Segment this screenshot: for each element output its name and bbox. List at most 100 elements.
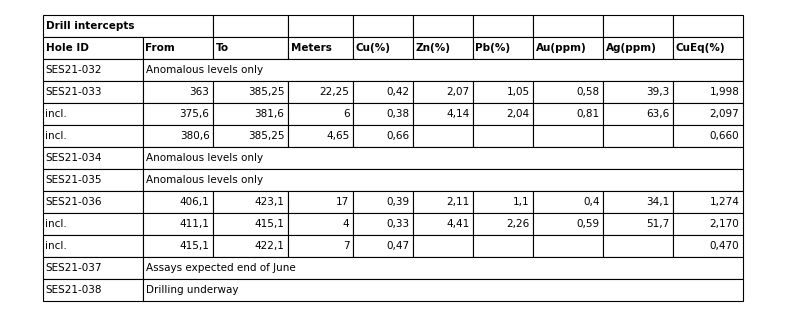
Bar bbox=[143, 279, 743, 301]
Text: From: From bbox=[145, 43, 175, 53]
Text: 385,25: 385,25 bbox=[248, 131, 284, 141]
Bar bbox=[213, 235, 287, 257]
Text: Anomalous levels only: Anomalous levels only bbox=[145, 175, 263, 185]
Text: 411,1: 411,1 bbox=[180, 219, 210, 229]
Bar bbox=[213, 103, 287, 125]
Text: 4,65: 4,65 bbox=[327, 131, 349, 141]
Text: 0,39: 0,39 bbox=[386, 197, 410, 207]
Bar bbox=[287, 81, 352, 103]
Bar bbox=[473, 125, 532, 147]
Text: 0,47: 0,47 bbox=[386, 241, 410, 251]
Bar bbox=[42, 169, 143, 191]
Text: 1,05: 1,05 bbox=[506, 87, 530, 97]
Bar bbox=[673, 103, 743, 125]
Text: 2,07: 2,07 bbox=[447, 87, 469, 97]
Bar bbox=[143, 37, 213, 59]
Text: 363: 363 bbox=[190, 87, 210, 97]
Bar bbox=[352, 213, 412, 235]
Bar bbox=[412, 235, 473, 257]
Bar bbox=[673, 235, 743, 257]
Bar bbox=[287, 103, 352, 125]
Bar bbox=[143, 81, 213, 103]
Text: SES21-034: SES21-034 bbox=[46, 153, 102, 163]
Text: 34,1: 34,1 bbox=[646, 197, 670, 207]
Text: 0,4: 0,4 bbox=[583, 197, 600, 207]
Text: 1,274: 1,274 bbox=[710, 197, 739, 207]
Bar bbox=[673, 213, 743, 235]
Text: 0,470: 0,470 bbox=[710, 241, 739, 251]
Text: incl.: incl. bbox=[46, 131, 68, 141]
Text: 2,097: 2,097 bbox=[710, 109, 739, 119]
Text: incl.: incl. bbox=[46, 219, 68, 229]
Text: 415,1: 415,1 bbox=[180, 241, 210, 251]
Text: 415,1: 415,1 bbox=[254, 219, 284, 229]
Bar bbox=[532, 81, 603, 103]
Bar bbox=[143, 125, 213, 147]
Bar bbox=[287, 191, 352, 213]
Text: 6: 6 bbox=[343, 109, 349, 119]
Text: 375,6: 375,6 bbox=[180, 109, 210, 119]
Bar bbox=[473, 81, 532, 103]
Bar bbox=[412, 103, 473, 125]
Text: 0,33: 0,33 bbox=[386, 219, 410, 229]
Bar bbox=[352, 81, 412, 103]
Text: 0,59: 0,59 bbox=[576, 219, 600, 229]
Bar bbox=[473, 191, 532, 213]
Text: 0,81: 0,81 bbox=[576, 109, 600, 119]
Text: 2,11: 2,11 bbox=[446, 197, 469, 207]
Text: 423,1: 423,1 bbox=[254, 197, 284, 207]
Text: Anomalous levels only: Anomalous levels only bbox=[145, 65, 263, 75]
Text: 51,7: 51,7 bbox=[646, 219, 670, 229]
Text: 380,6: 380,6 bbox=[180, 131, 210, 141]
Bar bbox=[532, 213, 603, 235]
Text: 1,1: 1,1 bbox=[513, 197, 530, 207]
Bar bbox=[287, 213, 352, 235]
Text: 22,25: 22,25 bbox=[319, 87, 349, 97]
Bar bbox=[143, 235, 213, 257]
Bar bbox=[42, 125, 143, 147]
Text: Ag(ppm): Ag(ppm) bbox=[605, 43, 656, 53]
Text: 381,6: 381,6 bbox=[254, 109, 284, 119]
Text: SES21-037: SES21-037 bbox=[46, 263, 102, 273]
Bar bbox=[42, 37, 143, 59]
Bar bbox=[143, 191, 213, 213]
Bar bbox=[352, 235, 412, 257]
Text: 39,3: 39,3 bbox=[646, 87, 670, 97]
Bar bbox=[473, 37, 532, 59]
Bar bbox=[287, 125, 352, 147]
Text: Assays expected end of June: Assays expected end of June bbox=[145, 263, 295, 273]
Bar bbox=[532, 235, 603, 257]
Bar bbox=[412, 125, 473, 147]
Bar bbox=[532, 15, 603, 37]
Bar bbox=[213, 213, 287, 235]
Bar bbox=[603, 213, 673, 235]
Bar bbox=[532, 103, 603, 125]
Text: Meters: Meters bbox=[290, 43, 331, 53]
Text: 0,58: 0,58 bbox=[576, 87, 600, 97]
Text: 63,6: 63,6 bbox=[646, 109, 670, 119]
Bar bbox=[673, 191, 743, 213]
Bar bbox=[352, 15, 412, 37]
Bar bbox=[603, 103, 673, 125]
Bar bbox=[473, 15, 532, 37]
Text: 17: 17 bbox=[336, 197, 349, 207]
Bar bbox=[143, 59, 743, 81]
Text: 0,660: 0,660 bbox=[710, 131, 739, 141]
Bar bbox=[352, 125, 412, 147]
Text: 4: 4 bbox=[343, 219, 349, 229]
Bar bbox=[143, 169, 743, 191]
Text: 2,26: 2,26 bbox=[506, 219, 530, 229]
Bar bbox=[412, 81, 473, 103]
Text: incl.: incl. bbox=[46, 241, 68, 251]
Bar bbox=[673, 15, 743, 37]
Bar bbox=[603, 235, 673, 257]
Bar bbox=[473, 213, 532, 235]
Text: 0,66: 0,66 bbox=[386, 131, 410, 141]
Text: CuEq(%): CuEq(%) bbox=[676, 43, 725, 53]
Bar bbox=[42, 235, 143, 257]
Bar bbox=[412, 15, 473, 37]
Text: SES21-036: SES21-036 bbox=[46, 197, 102, 207]
Text: Zn(%): Zn(%) bbox=[415, 43, 451, 53]
Bar bbox=[42, 103, 143, 125]
Bar bbox=[603, 81, 673, 103]
